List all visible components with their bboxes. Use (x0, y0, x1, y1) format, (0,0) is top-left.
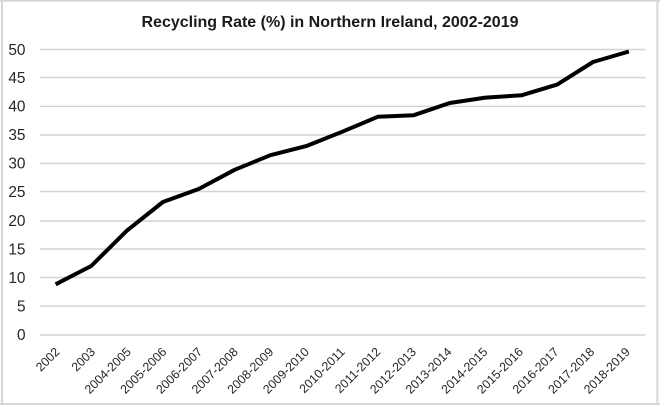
svg-text:15: 15 (8, 242, 25, 259)
svg-text:2002: 2002 (33, 345, 62, 374)
svg-text:45: 45 (8, 70, 25, 87)
svg-text:10: 10 (8, 270, 25, 287)
svg-text:40: 40 (8, 99, 25, 116)
svg-text:35: 35 (8, 127, 25, 144)
svg-text:50: 50 (8, 42, 25, 59)
svg-text:0: 0 (17, 327, 26, 344)
svg-text:2003: 2003 (69, 345, 98, 374)
svg-text:5: 5 (17, 299, 26, 316)
svg-text:20: 20 (8, 213, 25, 230)
svg-text:30: 30 (8, 156, 25, 173)
svg-text:25: 25 (8, 184, 25, 201)
svg-text:Recycling Rate (%) in Northern: Recycling Rate (%) in Northern Ireland, … (141, 14, 518, 31)
